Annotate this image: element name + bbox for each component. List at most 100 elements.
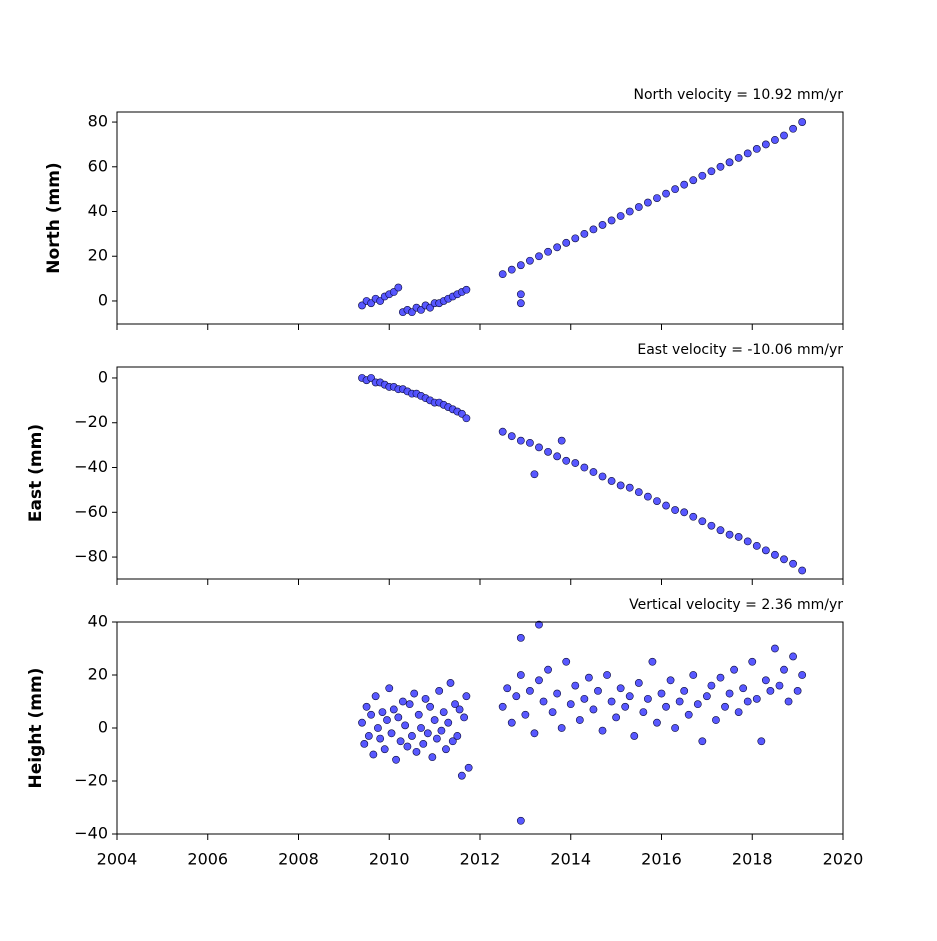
data-point [634, 203, 643, 211]
x-tick-label: 2004 [97, 850, 138, 869]
data-point [598, 472, 607, 481]
data-point [712, 716, 720, 724]
y-tick-label: −60 [74, 502, 108, 521]
data-point [734, 708, 743, 716]
data-point [612, 713, 621, 722]
data-point [498, 427, 507, 436]
data-point [403, 742, 412, 751]
data-point [789, 652, 797, 661]
data-point [689, 512, 698, 521]
data-point [780, 555, 788, 564]
data-point [798, 671, 807, 679]
data-point [412, 747, 421, 756]
data-point [530, 729, 539, 738]
data-point [693, 700, 702, 709]
data-point [553, 243, 562, 252]
data-point [643, 694, 652, 703]
data-point [771, 136, 779, 144]
data-point [516, 634, 525, 642]
data-point [752, 541, 761, 550]
data-point [462, 414, 471, 423]
y-tick-label: −80 [74, 547, 108, 566]
y-tick-label: −20 [74, 771, 108, 790]
data-point [516, 671, 525, 679]
data-point [503, 684, 512, 693]
data-point [516, 290, 525, 299]
data-point [562, 238, 571, 247]
data-point [643, 492, 652, 501]
data-point [453, 732, 462, 740]
data-point [757, 737, 766, 746]
y-tick-label: 80 [88, 112, 108, 131]
y-tick-label: 0 [98, 367, 108, 386]
data-point [689, 176, 698, 185]
data-point [725, 158, 734, 167]
data-point [526, 256, 534, 265]
data-point [394, 283, 403, 292]
data-point [562, 657, 571, 666]
data-point [585, 673, 593, 682]
data-point [589, 225, 598, 234]
data-point [657, 689, 666, 698]
data-point [766, 687, 775, 695]
data-point [675, 697, 684, 706]
data-point [557, 724, 566, 732]
data-point [498, 270, 507, 279]
data-point [680, 180, 689, 189]
data-point [566, 700, 575, 709]
data-point [671, 506, 680, 514]
data-point [653, 194, 661, 202]
data-point [662, 702, 670, 711]
panel-title: East velocity = -10.06 mm/yr [637, 342, 843, 358]
data-point [571, 234, 580, 243]
panel-title: North velocity = 10.92 mm/yr [633, 87, 843, 103]
data-point [634, 488, 643, 497]
data-point [653, 718, 661, 727]
data-point [680, 508, 689, 517]
y-tick-label: −40 [74, 457, 108, 476]
data-point [702, 692, 711, 701]
data-point [725, 530, 734, 539]
data-point [553, 452, 562, 461]
panel-title: Vertical velocity = 2.36 mm/yr [629, 597, 843, 613]
data-point [716, 162, 725, 171]
data-point [734, 153, 743, 162]
data-point [780, 131, 788, 140]
data-point [530, 470, 539, 479]
data-point [507, 265, 516, 274]
data-point [521, 710, 530, 719]
data-point [548, 708, 557, 716]
data-point [435, 687, 444, 695]
x-tick-label: 2008 [278, 850, 319, 869]
data-point [730, 665, 738, 674]
data-point [516, 436, 525, 445]
data-point [598, 221, 607, 229]
data-point [748, 657, 757, 666]
data-point [446, 679, 455, 687]
y-tick-label: 0 [98, 290, 108, 309]
data-point [739, 684, 748, 693]
data-point [634, 679, 643, 687]
data-point [535, 443, 543, 452]
data-point [405, 700, 414, 709]
data-point [721, 702, 729, 711]
data-point [580, 694, 589, 703]
data-point [426, 702, 434, 711]
data-point [666, 676, 675, 685]
data-point [378, 708, 387, 716]
x-tick-label: 2016 [641, 850, 682, 869]
data-point [535, 620, 543, 629]
data-point [616, 684, 625, 693]
data-point [460, 713, 469, 722]
data-point [421, 694, 430, 703]
data-point [437, 726, 446, 735]
data-point [643, 198, 652, 207]
data-point [423, 729, 432, 738]
data-point [462, 285, 471, 294]
data-point [376, 734, 385, 743]
data-point [793, 687, 802, 695]
y-tick-label: 40 [88, 612, 108, 631]
data-point [625, 483, 634, 492]
y-tick-label: 60 [88, 156, 108, 175]
